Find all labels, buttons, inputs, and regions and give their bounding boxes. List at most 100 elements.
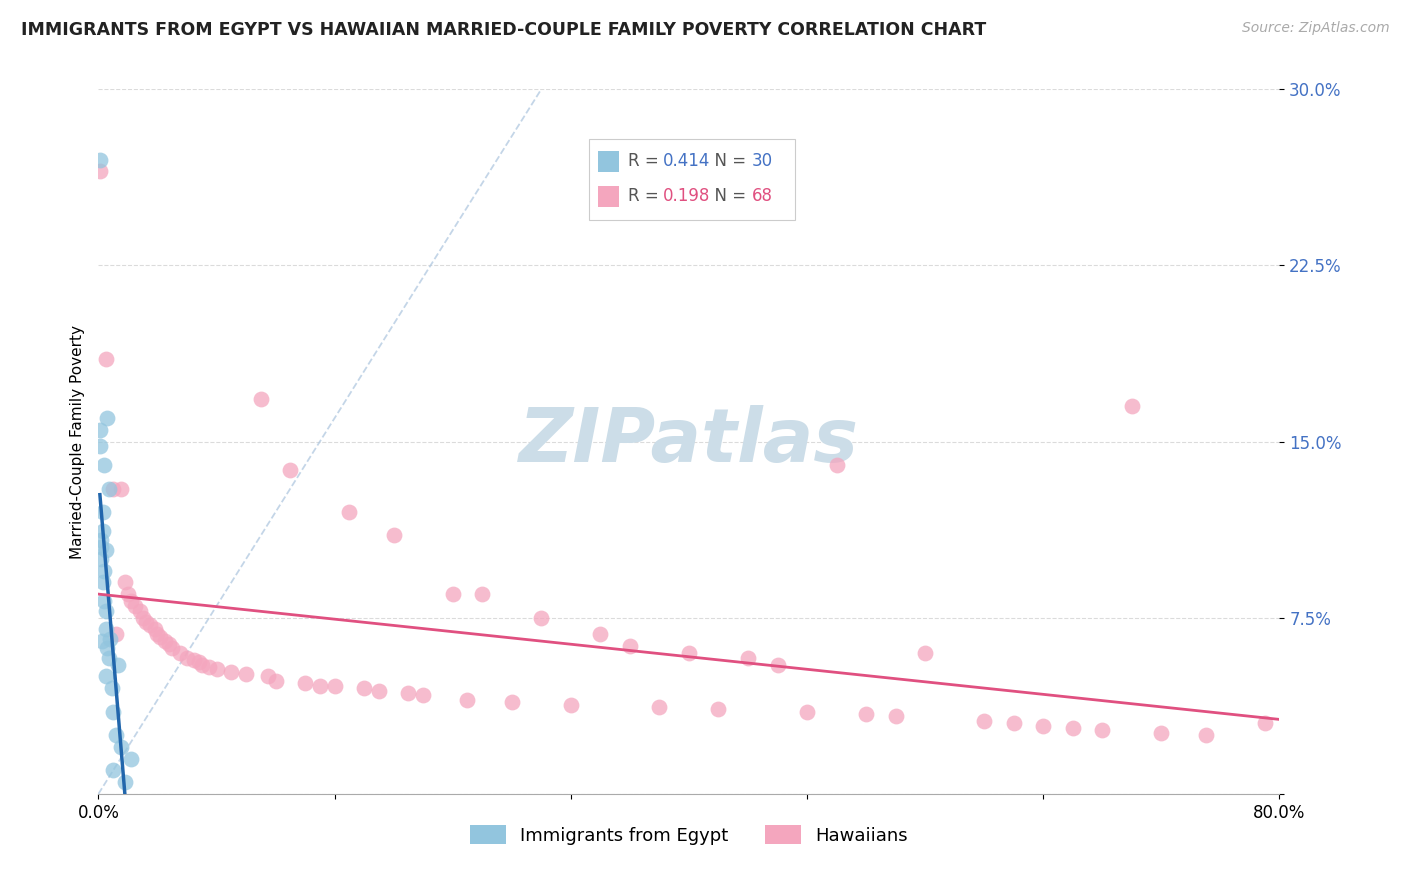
Point [97, 482, 120, 496]
Point [1121, 399, 1143, 413]
Point [103, 764, 125, 778]
Point [169, 646, 191, 660]
Point [235, 667, 257, 681]
Text: R =: R = [627, 187, 664, 205]
Text: IMMIGRANTS FROM EGYPT VS HAWAIIAN MARRIED-COUPLE FAMILY POVERTY CORRELATION CHAR: IMMIGRANTS FROM EGYPT VS HAWAIIAN MARRIE… [21, 21, 987, 38]
Text: Source: ZipAtlas.com: Source: ZipAtlas.com [1241, 21, 1389, 35]
Point [132, 610, 155, 624]
Point [250, 392, 273, 407]
Point [139, 617, 162, 632]
Point [117, 587, 139, 601]
Point [120, 594, 142, 608]
Point [309, 679, 332, 693]
Point [855, 706, 877, 721]
Point [103, 705, 125, 719]
Point [264, 674, 287, 689]
Bar [589, 138, 796, 219]
Point [412, 688, 434, 702]
Point [91, 634, 114, 648]
Point [707, 702, 730, 716]
Point [94, 604, 117, 618]
Point [796, 705, 818, 719]
Point [90, 533, 112, 548]
Point [89, 439, 111, 453]
Point [157, 636, 180, 650]
Point [143, 623, 166, 637]
Point [89, 423, 111, 437]
Point [619, 639, 641, 653]
Point [471, 587, 494, 601]
Point [96, 641, 118, 656]
Point [678, 646, 700, 660]
Text: ZIPatlas: ZIPatlas [519, 405, 859, 478]
Point [501, 695, 523, 709]
Bar [598, 186, 619, 207]
Point [89, 153, 111, 167]
Text: 0.414: 0.414 [664, 152, 710, 170]
Point [884, 709, 907, 723]
Point [198, 660, 221, 674]
Point [176, 650, 198, 665]
Point [91, 524, 114, 538]
Text: 0.198: 0.198 [664, 187, 710, 205]
Point [766, 657, 789, 672]
Point [94, 352, 117, 367]
Point [221, 665, 243, 679]
Point [589, 627, 612, 641]
Point [96, 411, 118, 425]
Point [91, 575, 114, 590]
Point [323, 679, 346, 693]
Point [100, 681, 122, 696]
Point [135, 615, 157, 630]
Point [398, 686, 420, 700]
Point [149, 630, 172, 644]
Point [105, 728, 128, 742]
Point [560, 698, 582, 712]
Point [187, 656, 209, 670]
Point [205, 662, 228, 676]
Point [191, 657, 214, 672]
Point [457, 693, 479, 707]
Point [914, 646, 936, 660]
Text: N =: N = [704, 152, 752, 170]
Point [105, 627, 128, 641]
Point [94, 669, 117, 683]
Point [648, 700, 671, 714]
Point [107, 657, 129, 672]
Point [128, 604, 150, 618]
Point [530, 610, 553, 624]
Point [110, 482, 132, 496]
Point [120, 751, 142, 765]
Point [294, 676, 316, 690]
Bar [598, 151, 619, 171]
Point [94, 542, 117, 557]
Point [153, 634, 176, 648]
Point [973, 714, 995, 728]
Point [339, 505, 361, 519]
Text: N =: N = [704, 187, 752, 205]
Point [162, 641, 183, 656]
Point [93, 458, 115, 472]
Point [91, 505, 114, 519]
Point [280, 463, 302, 477]
Point [257, 669, 280, 683]
Point [1150, 726, 1173, 740]
Point [90, 552, 112, 566]
Point [93, 564, 115, 578]
Point [382, 528, 405, 542]
Point [103, 482, 125, 496]
Y-axis label: Married-Couple Family Poverty: Married-Couple Family Poverty [69, 325, 84, 558]
Point [737, 650, 759, 665]
Point [114, 575, 136, 590]
Point [183, 653, 205, 667]
Point [1195, 728, 1218, 742]
Point [97, 650, 120, 665]
Point [94, 623, 117, 637]
Point [368, 683, 391, 698]
Text: 68: 68 [752, 187, 772, 205]
Point [146, 627, 169, 641]
Point [441, 587, 464, 601]
Point [98, 632, 121, 646]
Point [1091, 723, 1114, 738]
Point [353, 681, 375, 696]
